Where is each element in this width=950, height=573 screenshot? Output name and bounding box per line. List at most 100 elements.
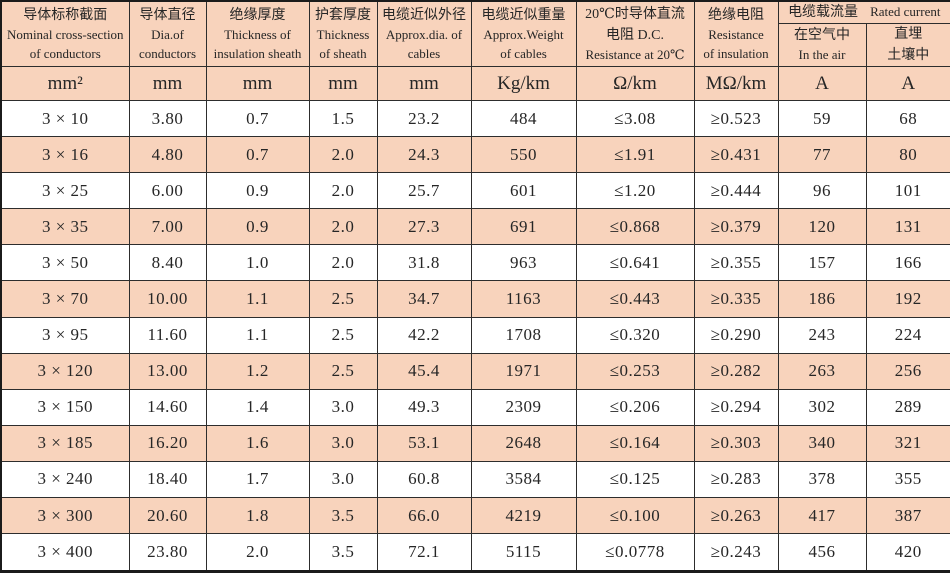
data-cell: 420 — [865, 533, 950, 572]
data-cell: ≥0.379 — [693, 208, 779, 246]
data-cell: 0.7 — [205, 136, 310, 174]
data-cell: 72.1 — [376, 533, 472, 572]
data-cell: 6.00 — [128, 172, 207, 210]
table-row: 3 × 25 6.00 0.9 2.0 25.7 601 ≤1.20 ≥0.444 96 101 — [0, 172, 950, 210]
data-cell: 66.0 — [376, 497, 472, 535]
header-en-label: conductors — [138, 45, 197, 61]
units-row: mm² mm mm mm mm Kg/km Ω/km MΩ/km A A — [0, 66, 950, 101]
data-cell: 101 — [865, 172, 950, 210]
data-cell: 27.3 — [376, 208, 472, 246]
header-insulation-resistance: 绝缘电阻 Resistance of insulation — [693, 0, 779, 67]
header-en-label: insulation sheath — [213, 45, 302, 61]
header-zh-label: 电缆近似外径 — [382, 7, 466, 23]
data-cell: ≥0.263 — [693, 497, 779, 535]
data-cell: ≥0.444 — [693, 172, 779, 210]
header-nominal-cross-section: 导体标称截面 Nominal cross-section of conducto… — [0, 0, 130, 67]
data-cell: 166 — [865, 244, 950, 282]
data-cell: 49.3 — [376, 388, 472, 426]
data-cell: 96 — [777, 172, 867, 210]
data-cell: 2309 — [470, 388, 577, 426]
conductor-size-cell: 3 × 35 — [0, 208, 130, 246]
header-en-label: Rated current — [870, 4, 941, 19]
data-cell: 601 — [470, 172, 577, 210]
data-cell: 263 — [777, 352, 867, 390]
header-zh-label: 在空气中 — [794, 28, 850, 44]
data-cell: 1.2 — [205, 352, 310, 390]
data-cell: 59 — [777, 99, 867, 138]
table-row: 3 × 150 14.60 1.4 3.0 49.3 2309 ≤0.206 ≥0.294 30… — [0, 388, 950, 426]
table-body: 3 × 10 3.80 0.7 1.5 23.2 484 ≤3.08 ≥0.523 59 68 3 … — [0, 99, 950, 572]
unit-cell: Ω/km — [575, 66, 695, 101]
data-cell: 68 — [865, 99, 950, 138]
header-en-label: Resistance at 20℃ — [585, 46, 685, 62]
header-en-label: of cables — [500, 45, 547, 61]
header-current-buried: 直埋 土壤中 — [865, 23, 950, 67]
data-cell: 387 — [865, 497, 950, 535]
table-row: 3 × 50 8.40 1.0 2.0 31.8 963 ≤0.641 ≥0.355 157 16… — [0, 244, 950, 282]
data-cell: ≤0.868 — [575, 208, 695, 246]
table-row: 3 × 240 18.40 1.7 3.0 60.8 3584 ≤0.125 ≥0.283 37… — [0, 460, 950, 499]
header-zh-label: 绝缘电阻 — [708, 7, 764, 23]
conductor-size-cell: 3 × 10 — [0, 99, 130, 138]
data-cell: ≥0.523 — [693, 99, 779, 138]
table-row: 3 × 95 11.60 1.1 2.5 42.2 1708 ≤0.320 ≥0.290 243… — [0, 316, 950, 354]
table-row: 3 × 120 13.00 1.2 2.5 45.4 1971 ≤0.253 ≥0.282 26… — [0, 352, 950, 390]
header-zh-label: 导体直径 — [139, 7, 196, 23]
header-zh-label: 土壤中 — [887, 48, 930, 63]
conductor-size-cell: 3 × 400 — [0, 533, 130, 572]
data-cell: 0.9 — [205, 172, 310, 210]
unit-cell: mm² — [0, 66, 130, 101]
unit-cell: mm — [376, 66, 472, 101]
header-current-in-air: 在空气中 In the air — [777, 23, 867, 67]
data-cell: 224 — [865, 316, 950, 354]
unit-cell: Kg/km — [470, 66, 577, 101]
data-cell: 3.5 — [308, 497, 378, 535]
header-zh-label: 20℃时导体直流 — [585, 6, 685, 22]
data-cell: 131 — [865, 208, 950, 246]
data-cell: 13.00 — [128, 352, 207, 390]
data-cell: 3584 — [470, 460, 577, 499]
data-cell: 1.0 — [205, 244, 310, 282]
table-row: 3 × 70 10.00 1.1 2.5 34.7 1163 ≤0.443 ≥0.335 186… — [0, 280, 950, 318]
header-en-label: Nominal cross-section — [6, 26, 124, 42]
table-row: 3 × 185 16.20 1.6 3.0 53.1 2648 ≤0.164 ≥0.303 34… — [0, 424, 950, 462]
data-cell: 2.0 — [308, 136, 378, 174]
header-row-sub: 在空气中 In the air 直埋 土壤中 — [1, 23, 950, 67]
data-cell: 34.7 — [376, 280, 472, 318]
header-en-label: of sheath — [319, 45, 367, 61]
data-cell: 77 — [777, 136, 867, 174]
data-cell: 23.2 — [376, 99, 472, 138]
data-cell: 355 — [865, 460, 950, 499]
data-cell: 16.20 — [128, 424, 207, 462]
header-zh-label: 导体标称截面 — [23, 7, 108, 23]
conductor-size-cell: 3 × 50 — [0, 244, 130, 282]
header-dc-resistance: 20℃时导体直流 电阻 D.C. Resistance at 20℃ — [575, 0, 695, 67]
data-cell: 1708 — [470, 316, 577, 354]
data-cell: 0.9 — [205, 208, 310, 246]
data-cell: 18.40 — [128, 460, 207, 499]
data-cell: 157 — [777, 244, 867, 282]
data-cell: 23.80 — [128, 533, 207, 572]
data-cell: 2.5 — [308, 316, 378, 354]
data-cell: 321 — [865, 424, 950, 462]
header-conductor-diameter: 导体直径 Dia.of conductors — [128, 0, 207, 67]
data-cell: ≤0.164 — [575, 424, 695, 462]
data-cell: 1163 — [470, 280, 577, 318]
data-cell: ≤3.08 — [575, 99, 695, 138]
conductor-size-cell: 3 × 70 — [0, 280, 130, 318]
header-en-label: Thickness of — [224, 26, 291, 42]
data-cell: 2.5 — [308, 280, 378, 318]
header-en-label: Thickness — [316, 26, 370, 42]
data-cell: 1.7 — [205, 460, 310, 499]
table-row: 3 × 400 23.80 2.0 3.5 72.1 5115 ≤0.0778 ≥0.243 4… — [0, 533, 950, 572]
table-row: 3 × 10 3.80 0.7 1.5 23.2 484 ≤3.08 ≥0.523 59 68 — [0, 99, 950, 138]
header-en-label: Approx.dia. of — [385, 26, 463, 42]
data-cell: 2.0 — [308, 172, 378, 210]
data-cell: 550 — [470, 136, 577, 174]
unit-cell: mm — [308, 66, 378, 101]
data-cell: 45.4 — [376, 352, 472, 390]
header-sheath-thickness: 护套厚度 Thickness of sheath — [308, 0, 378, 67]
data-cell: ≥0.355 — [693, 244, 779, 282]
unit-cell: A — [865, 66, 950, 101]
data-cell: 10.00 — [128, 280, 207, 318]
